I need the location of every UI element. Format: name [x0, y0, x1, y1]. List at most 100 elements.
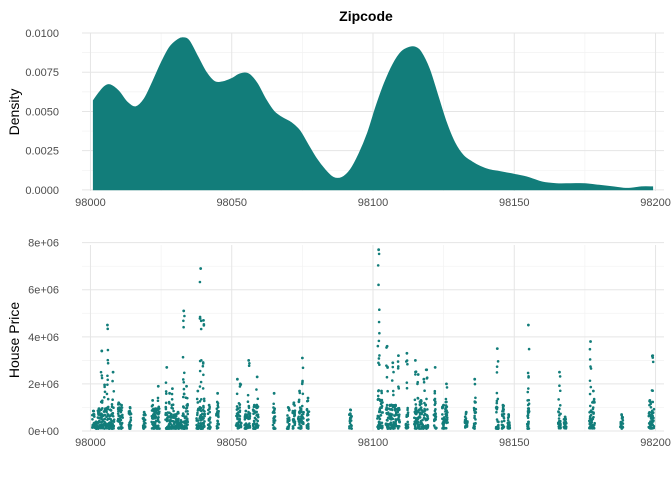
scatter-point: [441, 417, 444, 421]
scatter-point: [652, 424, 656, 428]
scatter-point: [348, 419, 352, 423]
scatter-point: [445, 386, 449, 389]
scatter-point: [150, 427, 154, 430]
scatter-point: [236, 417, 239, 420]
scatter-grid: [82, 242, 664, 432]
scatter-point: [433, 389, 437, 393]
scatter-point: [414, 370, 417, 374]
scatter-point: [155, 407, 159, 410]
zipcode-price-column: [110, 370, 116, 430]
scatter-point: [255, 406, 259, 410]
scatter-point: [527, 422, 530, 426]
scatter-point: [201, 387, 205, 390]
scatter-point: [620, 415, 624, 419]
scatter-point: [203, 414, 206, 418]
scatter-point: [526, 371, 530, 375]
scatter-point: [272, 419, 275, 423]
scatter-point: [119, 409, 122, 413]
scatter-point: [406, 362, 409, 366]
scatter-point: [202, 412, 205, 416]
scatter-point: [105, 410, 108, 414]
scatter-point: [507, 413, 511, 416]
scatter-point: [248, 412, 252, 415]
scatter-point: [441, 422, 444, 425]
scatter-point: [217, 415, 220, 419]
scatter-point: [396, 360, 400, 363]
zipcode-price-column: [200, 318, 207, 430]
scatter-x-tick-label: 98200: [640, 437, 671, 449]
scatter-point: [380, 398, 384, 402]
scatter-point: [201, 364, 205, 368]
scatter-point: [182, 319, 185, 323]
scatter-point: [202, 397, 206, 401]
zipcode-price-column: [472, 377, 478, 430]
scatter-point: [591, 389, 595, 393]
scatter-point: [110, 403, 114, 406]
scatter-point: [129, 418, 133, 422]
scatter-point: [648, 413, 652, 417]
scatter-point: [378, 331, 381, 335]
scatter-point: [417, 423, 420, 427]
scatter-point: [300, 356, 304, 360]
scatter-point: [649, 405, 653, 409]
scatter-point: [202, 318, 205, 322]
density-x-tick-label: 98200: [640, 197, 671, 209]
zipcode-price-column: [348, 408, 353, 430]
scatter-point: [120, 423, 123, 426]
zipcode-price-column: [305, 396, 311, 430]
zipcode-price-column: [271, 391, 277, 430]
scatter-point: [433, 391, 437, 395]
scatter-point: [558, 389, 562, 393]
scatter-point: [182, 325, 185, 329]
zipcode-price-column: [525, 323, 531, 430]
scatter-point: [391, 408, 394, 412]
scatter-points: [90, 248, 656, 430]
scatter-point: [376, 344, 380, 348]
scatter-point: [422, 426, 425, 430]
scatter-point: [588, 419, 591, 423]
scatter-point: [105, 422, 108, 426]
scatter-point: [198, 280, 202, 284]
scatter-point: [388, 426, 392, 430]
density-panel: 98000 98050 98100 98150 98200 0.00000.00250.…: [6, 28, 671, 209]
scatter-point: [413, 425, 417, 428]
scatter-point: [252, 419, 256, 423]
scatter-point: [589, 365, 592, 368]
scatter-point: [432, 424, 436, 427]
scatter-point: [377, 357, 381, 360]
scatter-point: [650, 422, 654, 425]
scatter-point: [302, 422, 305, 426]
scatter-point: [208, 410, 212, 414]
scatter-point: [299, 426, 303, 430]
scatter-point: [106, 374, 109, 378]
scatter-point: [389, 421, 393, 425]
scatter-point: [287, 409, 291, 412]
scatter-point: [244, 409, 248, 413]
scatter-point: [215, 412, 218, 416]
scatter-point: [380, 401, 383, 405]
zipcode-price-column: [619, 413, 625, 430]
scatter-point: [464, 417, 468, 420]
scatter-point: [558, 403, 562, 407]
scatter-point: [394, 413, 398, 417]
scatter-point: [495, 418, 499, 421]
scatter-point: [297, 415, 300, 419]
scatter-point: [248, 414, 252, 418]
scatter-y-tick-label: 2e+06: [28, 379, 59, 391]
scatter-point: [207, 403, 211, 407]
scatter-point: [591, 406, 595, 409]
scatter-point: [397, 354, 400, 358]
scatter-point: [202, 404, 205, 408]
scatter-point: [156, 425, 159, 429]
scatter-point: [153, 427, 156, 430]
scatter-point: [425, 413, 429, 417]
scatter-point: [413, 410, 417, 414]
scatter-point: [238, 403, 242, 406]
scatter-point: [293, 404, 296, 407]
scatter-point: [466, 420, 469, 423]
scatter-point: [198, 426, 202, 429]
scatter-point: [592, 400, 596, 403]
scatter-point: [142, 427, 145, 430]
scatter-point: [272, 417, 275, 420]
scatter-x-tick-label: 98100: [358, 437, 389, 449]
